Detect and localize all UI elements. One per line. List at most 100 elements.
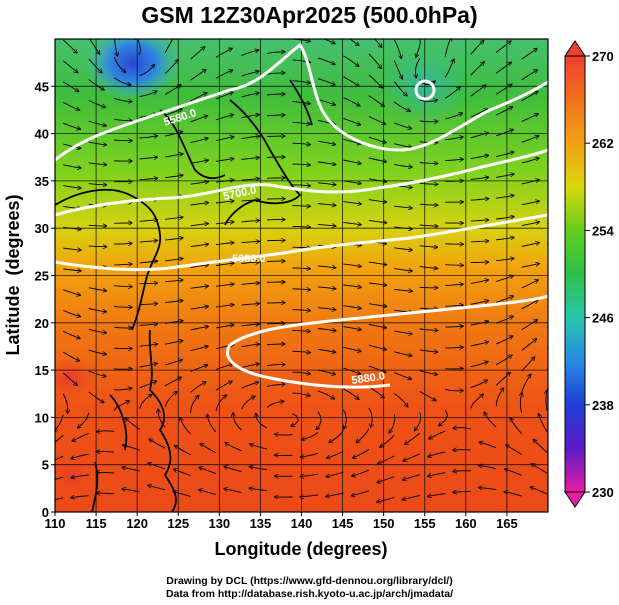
- streamline: [215, 325, 234, 329]
- streamline: [78, 412, 90, 429]
- streamline: [267, 31, 285, 33]
- streamline: [241, 324, 260, 326]
- streamline: [470, 262, 489, 263]
- streamline: [88, 287, 107, 291]
- streamline: [139, 394, 152, 409]
- streamline: [241, 396, 256, 410]
- y-tick-label: 0: [42, 505, 49, 520]
- streamline: [520, 392, 522, 413]
- streamline: [405, 432, 421, 444]
- streamline: [114, 223, 132, 224]
- streamline: [88, 370, 106, 377]
- streamline: [190, 182, 209, 185]
- streamline: [470, 62, 485, 76]
- streamline: [521, 158, 540, 164]
- streamline: [96, 472, 115, 473]
- x-tick-label: 120: [126, 516, 148, 531]
- streamline: [266, 73, 285, 74]
- streamline: [55, 435, 64, 443]
- streamline: [164, 391, 177, 407]
- streamline: [394, 143, 412, 148]
- streamline: [445, 21, 457, 36]
- streamline: [62, 60, 78, 73]
- streamline: [224, 489, 242, 493]
- streamline: [173, 469, 191, 477]
- streamline: [496, 336, 513, 345]
- streamline: [394, 393, 408, 408]
- contour-5880-lower: [226, 294, 548, 389]
- streamline: [241, 283, 260, 284]
- streamline: [241, 262, 260, 264]
- colorbar-tick-label: 246: [592, 311, 614, 326]
- streamline: [326, 471, 344, 477]
- streamline: [165, 300, 183, 302]
- streamline: [521, 339, 537, 351]
- streamline: [416, 39, 421, 58]
- streamline: [165, 258, 183, 262]
- streamline: [292, 102, 311, 104]
- streamline: [547, 181, 548, 183]
- streamline: [180, 417, 191, 435]
- streamline: [190, 224, 209, 227]
- y-tick-label: 35: [35, 174, 49, 189]
- streamline: [343, 201, 361, 205]
- streamline: [215, 201, 234, 203]
- streamline: [453, 492, 471, 493]
- streamline: [326, 450, 344, 458]
- streamline: [368, 282, 387, 285]
- streamline: [445, 368, 463, 369]
- streamline: [374, 39, 382, 48]
- streamline: [496, 174, 514, 178]
- streamline: [114, 327, 132, 328]
- streamline: [190, 93, 208, 102]
- y-tick-label: 5: [42, 458, 49, 473]
- streamline: [510, 418, 523, 434]
- streamline: [547, 26, 563, 37]
- streamline: [368, 199, 387, 203]
- streamline: [547, 222, 548, 225]
- grid: [55, 39, 548, 512]
- streamline: [149, 439, 166, 449]
- streamline: [546, 390, 547, 411]
- streamline: [215, 243, 234, 245]
- streamline: [300, 473, 318, 476]
- x-tick-label: 150: [373, 516, 395, 531]
- streamline: [215, 222, 234, 224]
- streamline: [419, 308, 438, 309]
- streamline: [300, 495, 318, 497]
- streamline: [546, 118, 548, 120]
- streamline: [88, 391, 104, 403]
- streamline: [256, 413, 268, 429]
- streamline: [368, 324, 387, 328]
- streamline: [496, 217, 514, 220]
- streamline: [63, 185, 81, 189]
- streamline: [62, 81, 79, 92]
- colorbar-tick-label: 238: [592, 398, 614, 413]
- streamline: [190, 203, 209, 206]
- x-tick-label: 135: [250, 516, 272, 531]
- streamline: [377, 497, 395, 503]
- streamline: [139, 136, 158, 138]
- streamline: [62, 39, 77, 53]
- colorbar-tick-label: 254: [592, 223, 614, 238]
- streamline: [547, 243, 548, 245]
- x-tick-label: 145: [332, 516, 354, 531]
- y-tick-labels: 0 5 10 15 20 25 30 35 40 45: [35, 79, 55, 520]
- streamline: [88, 328, 107, 333]
- streamline: [241, 71, 260, 77]
- streamline: [215, 92, 233, 100]
- streamline: [241, 344, 260, 348]
- streamline: [496, 129, 513, 137]
- streamline: [165, 132, 183, 137]
- streamline: [114, 97, 132, 101]
- credit-drawing: Drawing by DCL (https://www.gfd-dennou.o…: [166, 575, 453, 587]
- streamline: [114, 243, 132, 244]
- streamline: [470, 40, 484, 55]
- streamline: [88, 99, 106, 107]
- streamline: [414, 412, 422, 431]
- streamline: [129, 17, 139, 34]
- streamline: [470, 155, 489, 160]
- streamline: [317, 390, 335, 399]
- streamline: [530, 487, 548, 495]
- streamline: [478, 488, 497, 490]
